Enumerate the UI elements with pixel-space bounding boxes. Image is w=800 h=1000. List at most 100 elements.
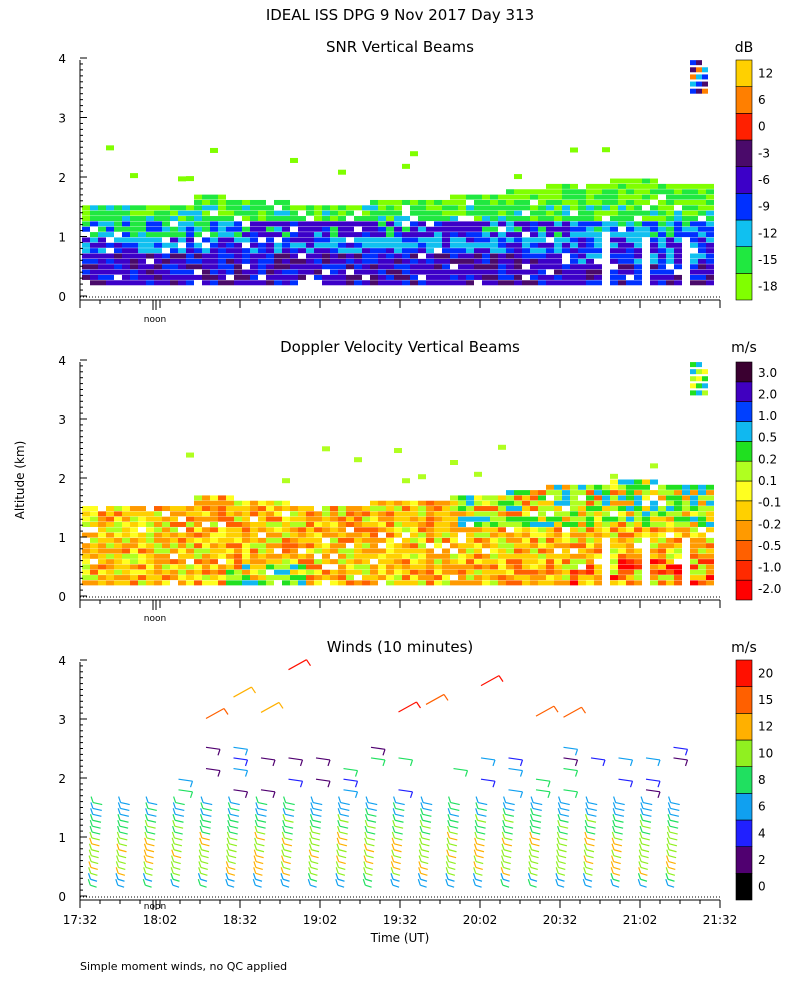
heatmap-cell	[290, 564, 298, 570]
heatmap-cell	[410, 537, 418, 543]
heatmap-cell	[258, 199, 266, 205]
heatmap-cell	[570, 569, 578, 575]
heatmap-cell	[498, 221, 506, 227]
heatmap-cell	[658, 248, 666, 254]
heatmap-cell	[570, 521, 578, 527]
heatmap-cell	[610, 516, 618, 522]
wind-barb-flag	[170, 861, 174, 868]
heatmap-cell	[634, 189, 642, 195]
wind-barb	[228, 849, 237, 853]
heatmap-cell	[130, 274, 138, 280]
heatmap-cell	[154, 521, 162, 527]
wind-barb	[557, 878, 565, 882]
heatmap-cell	[618, 183, 626, 189]
wind-barb	[288, 659, 307, 671]
wind-barb	[310, 866, 318, 871]
heatmap-cell	[498, 516, 506, 522]
heatmap-cell	[570, 248, 578, 254]
heatmap-cell	[370, 216, 378, 222]
heatmap-cell	[122, 532, 130, 538]
wind-barb-flag	[445, 878, 449, 886]
heatmap-cell	[514, 205, 522, 211]
heatmap-cell	[130, 580, 138, 586]
heatmap-cell	[474, 274, 482, 280]
heatmap-cell	[154, 580, 162, 586]
footnote: Simple moment winds, no QC applied	[80, 960, 287, 973]
wind-barb-flag	[143, 861, 147, 868]
heatmap-cell	[114, 532, 122, 538]
heatmap-cell	[378, 280, 386, 286]
heatmap-cell	[450, 532, 458, 538]
heatmap-cell	[362, 575, 370, 581]
heatmap-cell	[538, 216, 546, 222]
heatmap-cell	[570, 516, 578, 522]
heatmap-cell	[386, 242, 394, 248]
wind-barb-flag	[90, 808, 94, 815]
heatmap-cell	[610, 210, 618, 216]
heatmap-cell	[418, 258, 426, 264]
heatmap-cell	[696, 88, 702, 94]
heatmap-cell	[394, 516, 402, 522]
wind-barb-flag	[417, 873, 422, 880]
wind-barb	[504, 825, 514, 829]
heatmap-cell	[178, 537, 186, 543]
wind-barbs	[87, 659, 689, 888]
wind-barb	[642, 825, 651, 829]
heatmap-cell	[538, 495, 546, 501]
wind-barb	[668, 860, 676, 865]
heatmap-cell	[706, 232, 714, 238]
heatmap-cell	[178, 569, 186, 575]
heatmap-cell	[546, 521, 554, 527]
heatmap-cell	[194, 242, 202, 248]
wind-barb	[614, 819, 624, 823]
wind-barb	[477, 825, 486, 829]
heatmap-cell	[170, 527, 178, 533]
heatmap-cell	[170, 511, 178, 517]
heatmap-cell	[618, 564, 626, 570]
wind-barb-flag	[418, 849, 422, 856]
heatmap-cell	[562, 500, 570, 506]
heatmap-cell	[498, 237, 506, 243]
heatmap-cell	[266, 548, 274, 554]
heatmap-cell	[242, 210, 250, 216]
heatmap-cell	[186, 205, 194, 211]
heatmap-cell	[394, 448, 402, 454]
wind-barb	[340, 807, 350, 812]
heatmap-cell	[210, 242, 218, 248]
heatmap-cell	[562, 564, 570, 570]
heatmap-cell	[378, 537, 386, 543]
heatmap-cell	[258, 269, 266, 275]
heatmap-cell	[434, 506, 442, 512]
heatmap-cell	[266, 264, 274, 270]
heatmap-cell	[666, 253, 674, 259]
heatmap-cell	[426, 210, 434, 216]
wind-barb-flag	[420, 808, 424, 815]
heatmap-cell	[322, 237, 330, 243]
heatmap-cell	[138, 258, 146, 264]
heatmap-cell	[706, 226, 714, 232]
heatmap-cell	[674, 500, 682, 506]
heatmap-cell	[706, 258, 714, 264]
heatmap-cell	[98, 559, 106, 565]
wind-barb	[92, 825, 101, 829]
wind-barb	[669, 825, 679, 829]
heatmap-cell	[426, 506, 434, 512]
heatmap-cell	[570, 205, 578, 211]
heatmap-cell	[274, 543, 282, 549]
heatmap-cell	[618, 569, 626, 575]
heatmap-cell	[90, 537, 98, 543]
heatmap-cell	[690, 237, 698, 243]
wind-barb-flag	[684, 759, 689, 767]
wind-barb	[173, 849, 182, 853]
heatmap-cell	[490, 580, 498, 586]
wind-barb	[90, 878, 98, 882]
heatmap-cell	[402, 199, 410, 205]
heatmap-cell	[234, 580, 242, 586]
x-tick-label: 18:32	[223, 913, 258, 927]
heatmap-cell	[634, 553, 642, 559]
heatmap-cell	[386, 506, 394, 512]
heatmap-cell	[154, 543, 162, 549]
heatmap-cell	[114, 516, 122, 522]
heatmap-cell	[106, 205, 114, 211]
heatmap-cell	[578, 516, 586, 522]
